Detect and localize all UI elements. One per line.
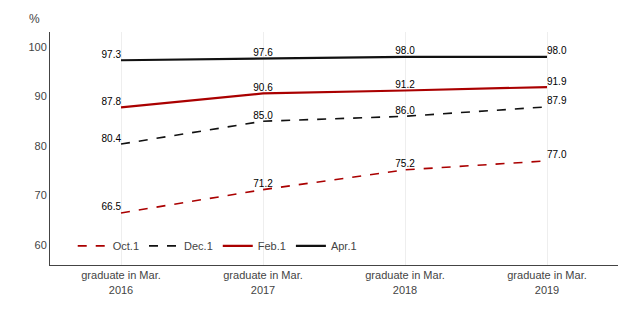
svg-text:71.2: 71.2 <box>253 178 273 189</box>
svg-text:90.6: 90.6 <box>253 82 273 93</box>
svg-text:100: 100 <box>28 41 46 53</box>
svg-text:98.0: 98.0 <box>395 45 415 56</box>
svg-text:80.4: 80.4 <box>102 133 122 144</box>
svg-text:85.0: 85.0 <box>253 110 273 121</box>
svg-text:graduate in Mar.2018: graduate in Mar.2018 <box>365 269 445 295</box>
svg-text:Feb.1: Feb.1 <box>258 240 286 252</box>
svg-text:87.8: 87.8 <box>102 96 122 107</box>
svg-text:%: % <box>29 12 40 26</box>
svg-text:90: 90 <box>35 90 47 102</box>
svg-text:graduate in Mar.2016: graduate in Mar.2016 <box>81 269 161 295</box>
svg-text:86.0: 86.0 <box>395 105 415 116</box>
svg-text:Dec.1: Dec.1 <box>184 240 213 252</box>
svg-text:91.2: 91.2 <box>395 79 415 90</box>
svg-text:87.9: 87.9 <box>547 95 567 106</box>
svg-text:77.0: 77.0 <box>547 149 567 160</box>
svg-text:70: 70 <box>35 189 47 201</box>
svg-text:graduate in Mar.2017: graduate in Mar.2017 <box>223 269 303 295</box>
svg-text:98.0: 98.0 <box>547 45 567 56</box>
svg-text:97.3: 97.3 <box>102 49 122 60</box>
svg-text:Apr.1: Apr.1 <box>331 240 357 252</box>
svg-text:80: 80 <box>35 140 47 152</box>
svg-text:97.6: 97.6 <box>253 47 273 58</box>
svg-text:75.2: 75.2 <box>395 158 415 169</box>
svg-text:66.5: 66.5 <box>102 201 122 212</box>
svg-text:60: 60 <box>35 239 47 251</box>
svg-text:Oct.1: Oct.1 <box>113 240 139 252</box>
svg-text:91.9: 91.9 <box>547 76 567 87</box>
svg-text:graduate in Mar.2019: graduate in Mar.2019 <box>507 269 587 295</box>
